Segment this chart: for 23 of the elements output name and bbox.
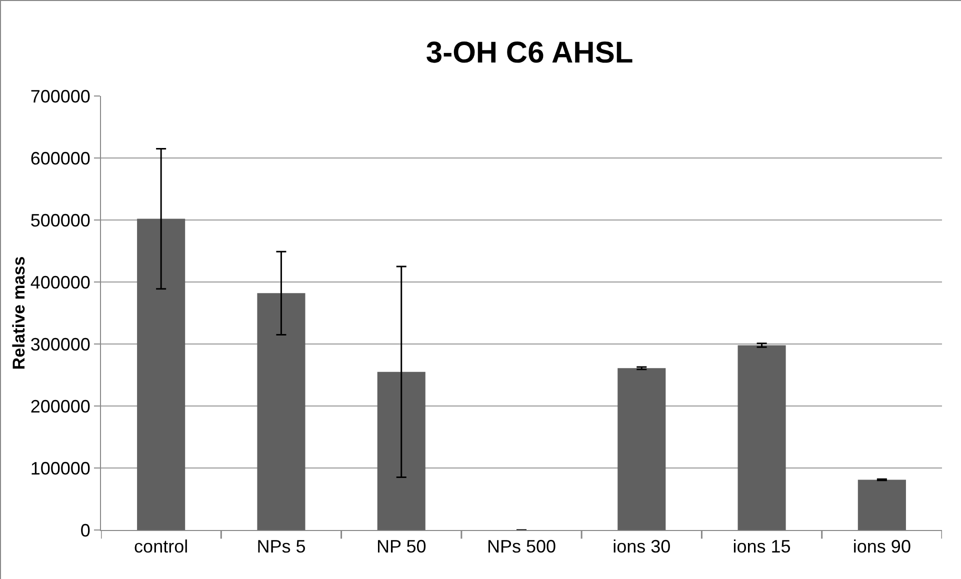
y-tick-label: 400000 (30, 272, 90, 292)
y-tick-label: 100000 (30, 458, 90, 478)
bar (738, 345, 786, 530)
bar (618, 368, 666, 530)
x-tick-label: control (134, 536, 188, 557)
y-tick-label: 300000 (30, 334, 90, 354)
bar (137, 218, 186, 530)
x-tick-label: ions 90 (852, 536, 911, 557)
x-tick-label: ions 15 (732, 536, 791, 557)
y-tick-label: 0 (80, 520, 90, 540)
x-tick-label: NPs 5 (256, 536, 306, 557)
chart-title: 3-OH C6 AHSL (426, 36, 634, 70)
y-axis-title: Relative mass (9, 256, 28, 370)
x-tick-label: NP 50 (376, 536, 426, 557)
x-tick-label: NPs 500 (486, 536, 556, 557)
y-tick-label: 200000 (30, 396, 90, 416)
y-tick-label: 600000 (30, 148, 90, 168)
y-tick-label: 500000 (30, 210, 90, 230)
y-tick-label: 700000 (30, 86, 90, 106)
bar (377, 372, 426, 530)
bar (257, 293, 306, 530)
bar (858, 480, 906, 530)
x-tick-label: ions 30 (612, 536, 671, 557)
